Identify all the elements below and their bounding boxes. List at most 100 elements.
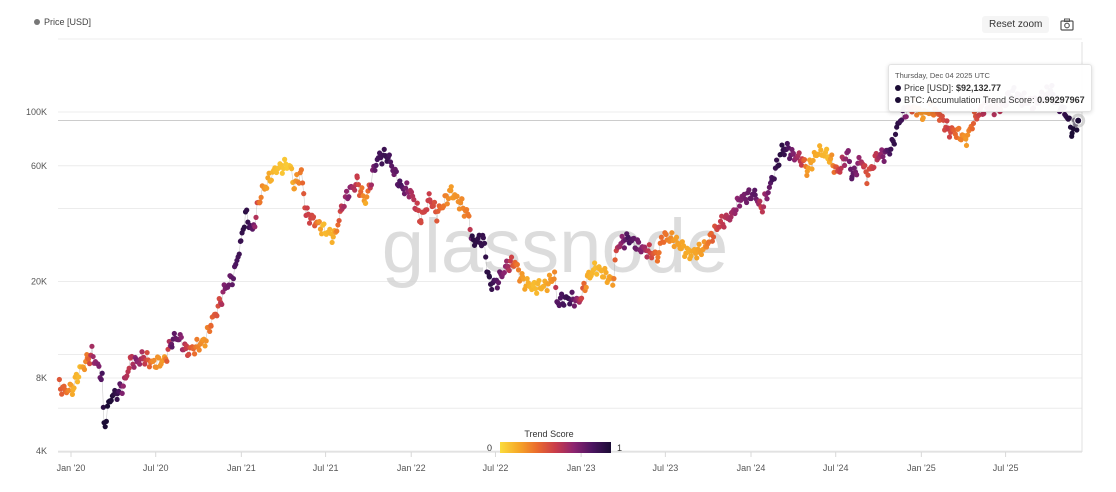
data-point xyxy=(970,120,977,127)
data-point xyxy=(495,280,502,286)
data-point xyxy=(809,166,815,172)
legend-label: Price [USD] xyxy=(44,17,92,27)
data-point xyxy=(581,280,587,286)
data-point xyxy=(291,186,298,192)
data-point xyxy=(790,150,796,156)
data-point xyxy=(649,255,655,261)
data-point xyxy=(372,167,378,173)
data-point xyxy=(728,214,734,220)
y-tick-label: 4K xyxy=(36,446,47,456)
colorbar xyxy=(500,442,611,453)
data-point xyxy=(214,313,220,319)
data-point xyxy=(164,358,170,364)
data-point xyxy=(230,275,237,282)
data-point xyxy=(66,387,72,393)
data-point xyxy=(920,115,926,121)
data-point xyxy=(56,376,62,383)
data-point xyxy=(354,174,360,181)
reset-zoom-button[interactable]: Reset zoom xyxy=(982,16,1050,33)
data-point xyxy=(635,239,642,245)
data-point xyxy=(364,194,370,200)
data-point xyxy=(818,147,824,153)
data-point xyxy=(594,271,600,277)
data-point xyxy=(191,351,198,357)
data-point xyxy=(578,295,585,301)
data-point xyxy=(903,114,909,120)
data-point xyxy=(796,150,802,156)
data-point xyxy=(257,199,263,205)
data-point xyxy=(59,391,65,397)
data-point xyxy=(817,143,823,149)
data-point xyxy=(202,343,208,349)
data-point xyxy=(505,263,511,270)
data-point xyxy=(736,203,743,209)
data-point xyxy=(355,181,362,188)
data-point xyxy=(386,152,392,158)
data-point xyxy=(698,251,705,258)
data-point xyxy=(404,180,410,186)
tooltip-score-row: BTC: Accumulation Trend Score: 0.9929796… xyxy=(895,94,1085,106)
data-point xyxy=(464,207,470,213)
data-point xyxy=(1069,130,1075,136)
data-point xyxy=(693,250,699,256)
data-point xyxy=(801,156,808,163)
data-point xyxy=(467,226,473,233)
data-point xyxy=(341,203,347,210)
data-point xyxy=(781,151,787,158)
data-point xyxy=(551,276,557,282)
legend-price[interactable]: Price [USD] xyxy=(34,17,91,27)
data-point xyxy=(414,200,420,206)
data-point xyxy=(298,167,304,173)
data-point xyxy=(534,290,540,296)
data-point xyxy=(603,269,609,276)
data-point xyxy=(74,379,81,385)
data-point xyxy=(336,217,342,224)
data-point xyxy=(621,245,628,251)
data-point xyxy=(238,238,244,244)
data-point xyxy=(486,274,493,280)
data-point xyxy=(335,222,341,228)
data-point xyxy=(431,199,438,205)
data-point xyxy=(709,238,715,244)
data-point xyxy=(393,168,399,175)
data-point xyxy=(939,113,945,119)
data-point xyxy=(89,343,95,349)
data-point xyxy=(258,194,264,201)
data-point xyxy=(694,255,700,261)
data-point xyxy=(892,131,899,138)
data-point xyxy=(669,230,675,236)
x-tick-label: Jul '22 xyxy=(483,463,509,473)
data-point xyxy=(524,275,530,282)
data-point xyxy=(139,349,145,355)
data-point xyxy=(804,172,810,179)
data-point xyxy=(854,172,860,178)
data-point xyxy=(99,370,105,376)
data-point xyxy=(656,250,662,256)
data-point xyxy=(343,188,350,194)
x-tick-label: Jul '24 xyxy=(823,463,849,473)
data-point xyxy=(898,117,905,123)
data-point xyxy=(760,204,767,210)
data-point xyxy=(90,353,96,360)
data-point xyxy=(752,187,758,193)
data-point xyxy=(784,140,790,147)
data-point xyxy=(583,284,589,290)
x-tick-label: Jan '24 xyxy=(737,463,766,473)
y-tick-label: 20K xyxy=(31,276,47,286)
data-point xyxy=(888,146,894,152)
data-point xyxy=(469,233,475,239)
data-point xyxy=(841,162,848,169)
data-point xyxy=(958,137,964,143)
data-point xyxy=(871,164,877,170)
camera-icon[interactable] xyxy=(1060,18,1074,31)
data-point xyxy=(252,224,258,230)
y-tick-label: 100K xyxy=(26,107,47,117)
data-point xyxy=(494,285,500,291)
data-point xyxy=(558,291,565,297)
data-point xyxy=(1066,115,1072,121)
data-point xyxy=(387,159,394,165)
data-point xyxy=(229,282,235,288)
data-point xyxy=(798,162,805,168)
